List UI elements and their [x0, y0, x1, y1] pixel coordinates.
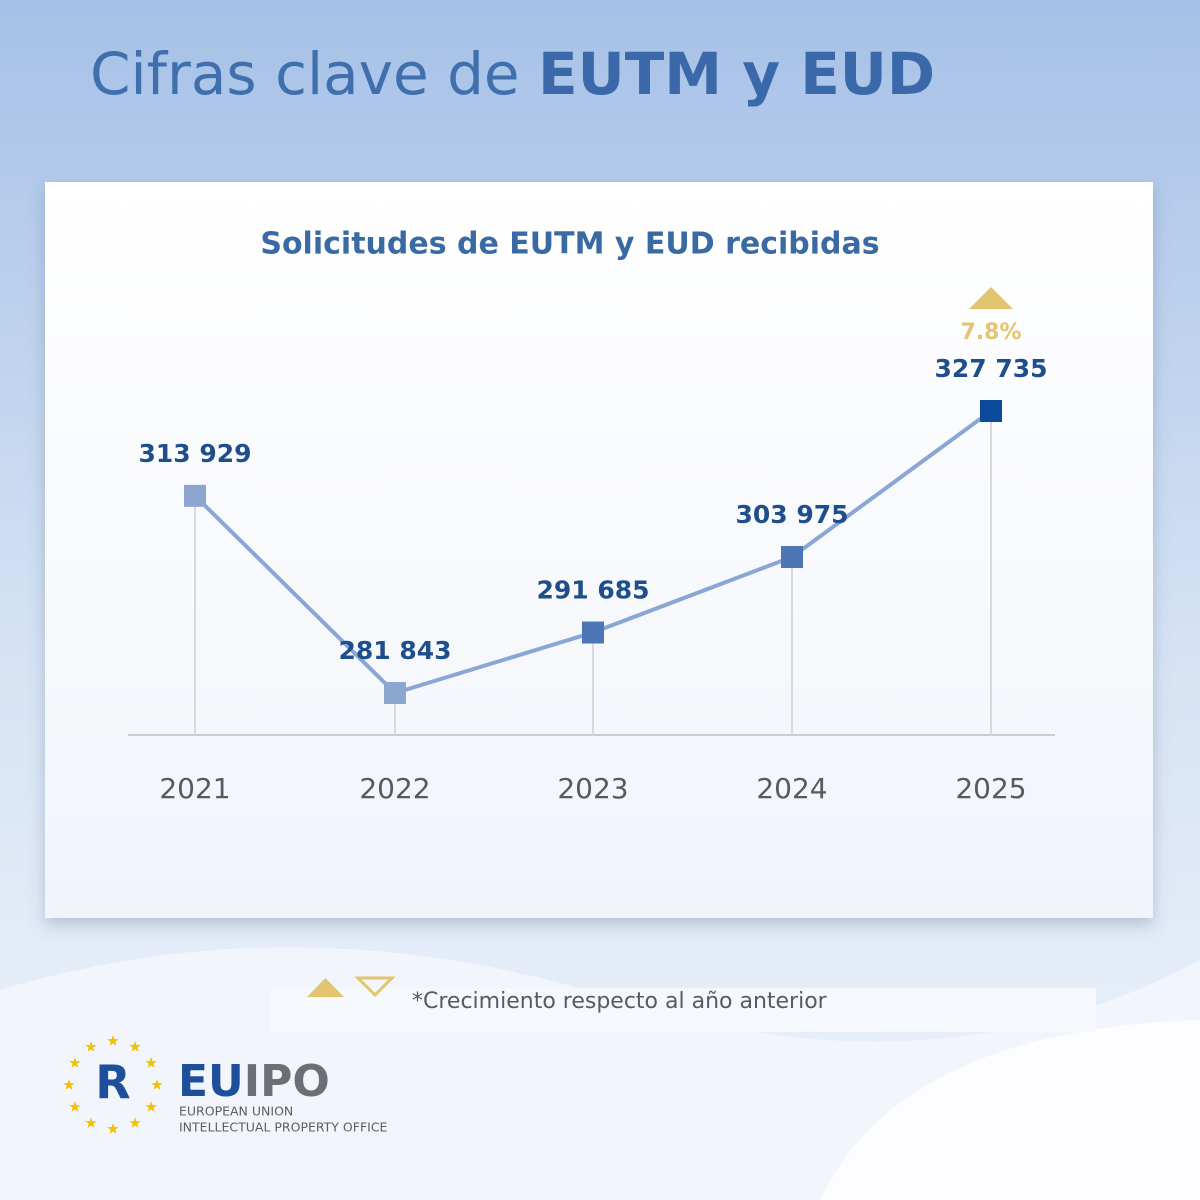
- x-tick-label: 2025: [955, 772, 1026, 805]
- logo-name: EUIPO: [178, 1056, 330, 1107]
- footnote: *Crecimiento respecto al año anterior: [412, 989, 828, 1014]
- logo-name-1: EU: [178, 1056, 244, 1107]
- wave: [820, 1020, 1200, 1200]
- card: [45, 182, 1153, 918]
- star: [145, 1101, 157, 1112]
- point: [582, 621, 604, 644]
- logo-name-2: IPO: [244, 1056, 330, 1107]
- point: [384, 682, 406, 704]
- title-prefix: Cifras clave de: [90, 40, 520, 108]
- title-bold: EUTM y EUD: [538, 40, 935, 108]
- logo-stars: [63, 1035, 163, 1134]
- point: [184, 484, 206, 507]
- value-label: 303 975: [735, 500, 848, 529]
- value-label: 291 685: [536, 576, 649, 605]
- page-title: Cifras clave de EUTM y EUD: [90, 40, 935, 108]
- star: [107, 1035, 119, 1046]
- star: [69, 1057, 81, 1068]
- legend-down: [354, 976, 396, 998]
- star: [145, 1057, 157, 1068]
- star: [107, 1123, 119, 1134]
- star: [129, 1117, 141, 1128]
- logo-mark: R: [95, 1056, 130, 1110]
- x-tick-label: 2023: [557, 772, 628, 805]
- point: [980, 400, 1002, 422]
- star: [85, 1117, 97, 1128]
- logo-line1: EUROPEAN UNION: [179, 1104, 293, 1119]
- star: [129, 1040, 141, 1052]
- point: [781, 546, 803, 569]
- x-tick-label: 2024: [756, 772, 827, 805]
- star: [151, 1079, 163, 1090]
- chart-title: Solicitudes de EUTM y EUD recibidas: [260, 227, 879, 262]
- plot: 2021 2022 2023 2024 2025 313 929 281 843 291 68…: [138, 287, 1048, 805]
- growth-arrow: [969, 287, 1013, 309]
- value-label: 327 735: [934, 354, 1047, 383]
- x-tick-label: 2021: [159, 772, 230, 805]
- x-tick-label: 2022: [359, 772, 430, 805]
- growth-label: 7.8%: [960, 320, 1021, 345]
- star: [63, 1079, 75, 1090]
- value-label: 281 843: [338, 636, 451, 665]
- legend-up: [307, 978, 344, 997]
- value-label: 313 929: [138, 439, 251, 468]
- star: [69, 1101, 81, 1112]
- star: [85, 1040, 97, 1052]
- footnote-box: [270, 988, 1096, 1032]
- logo-line2: INTELLECTUAL PROPERTY OFFICE: [179, 1120, 388, 1135]
